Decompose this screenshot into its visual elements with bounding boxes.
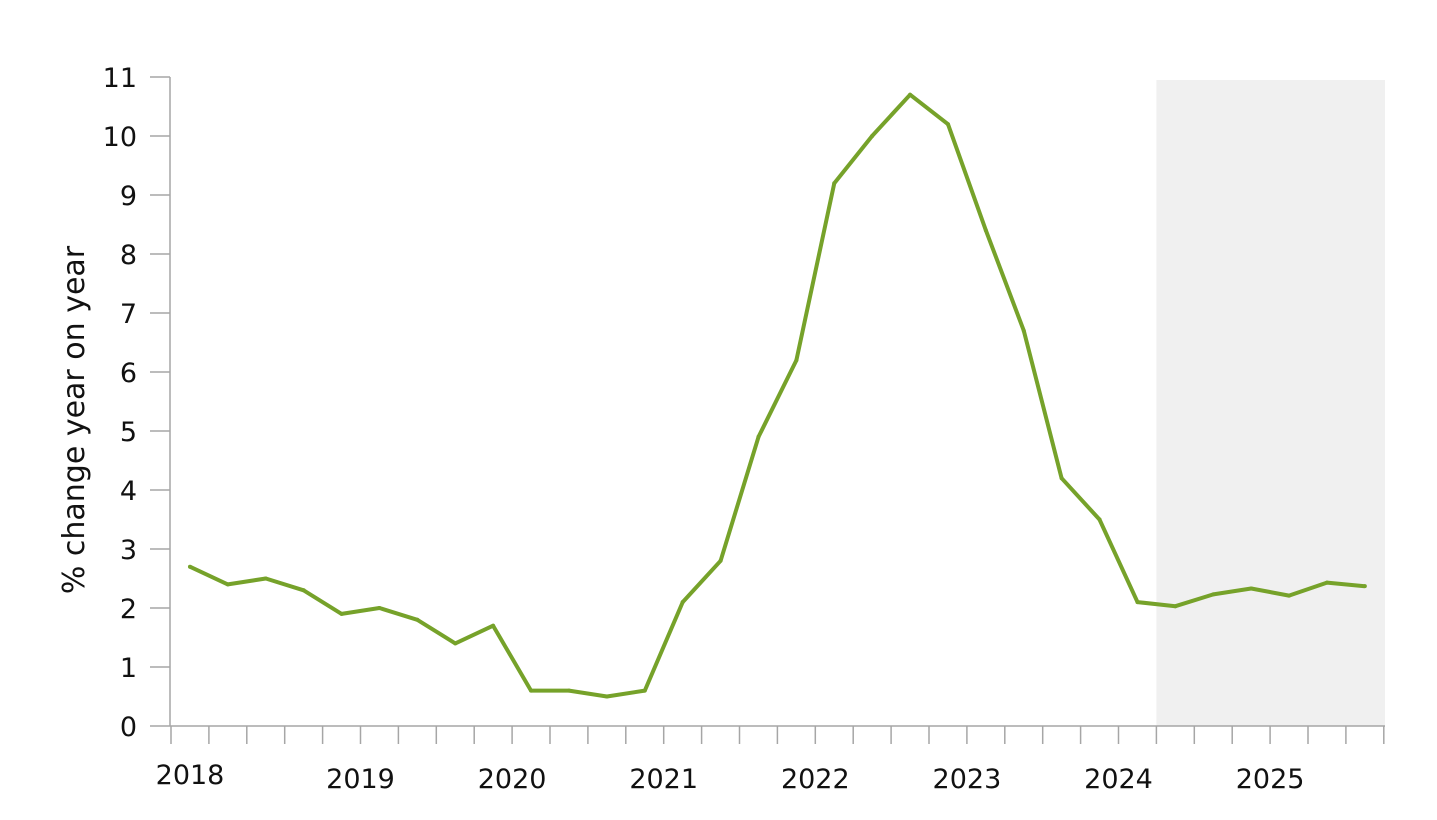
y-axis [150,76,171,727]
data-point [1021,328,1026,333]
x-tick-label: 2018 [156,760,225,791]
data-point [908,92,913,97]
data-point [832,181,837,186]
data-point [1249,586,1254,591]
data-point [339,611,344,616]
y-tick-label: 6 [120,358,137,389]
x-tick-label: 2020 [478,764,547,795]
y-tick-label: 4 [120,476,137,507]
y-tick-label: 1 [120,653,137,684]
data-point [680,600,685,605]
data-point [870,134,875,138]
data-point [1324,580,1329,585]
data-point [1173,604,1178,609]
data-point [756,434,761,439]
data-point [301,588,306,593]
data-point [377,606,382,610]
y-tick-label: 11 [103,63,137,94]
data-point [1135,600,1140,605]
data-point [718,558,723,563]
y-tick-label: 3 [120,535,137,566]
data-point [1097,517,1102,522]
data-point [642,688,647,693]
x-tick-labels: 2018 2019 2020 2021 2022 2023 2024 2025 [156,760,1305,795]
data-point [794,358,799,363]
x-tick-label: 2023 [933,764,1002,795]
data-point [1059,476,1064,481]
x-tick-label: 2021 [629,764,698,795]
y-tick-labels: 0 1 2 3 4 5 6 7 8 9 10 11 [103,63,137,743]
x-tick-label: 2022 [781,764,850,795]
data-point [453,641,458,646]
data-point [491,623,496,628]
y-tick-label: 8 [120,240,137,271]
x-tick-label: 2025 [1236,764,1305,795]
data-point [604,694,609,699]
x-tick-label: 2024 [1084,764,1153,795]
y-axis-title: % change year on year [57,245,92,594]
series-line [189,92,1365,699]
data-point [1211,592,1216,597]
y-tick-label: 7 [120,299,137,330]
data-point [945,122,950,127]
x-axis [170,725,1385,744]
data-point [187,564,192,569]
y-tick-label: 2 [120,594,137,625]
y-tick-label: 10 [103,122,137,153]
data-point [415,617,420,622]
data-point [225,582,230,587]
y-tick-label: 0 [120,712,137,743]
y-tick-label: 9 [120,181,137,212]
data-point [983,228,988,233]
data-point [529,688,534,693]
data-point [1362,584,1367,589]
data-point [566,688,571,693]
y-tick-label: 5 [120,417,137,448]
data-points [187,92,1367,699]
x-tick-label: 2019 [326,764,395,795]
data-point [1287,593,1292,598]
forecast-shaded-region [1156,80,1385,726]
data-point [263,576,268,581]
